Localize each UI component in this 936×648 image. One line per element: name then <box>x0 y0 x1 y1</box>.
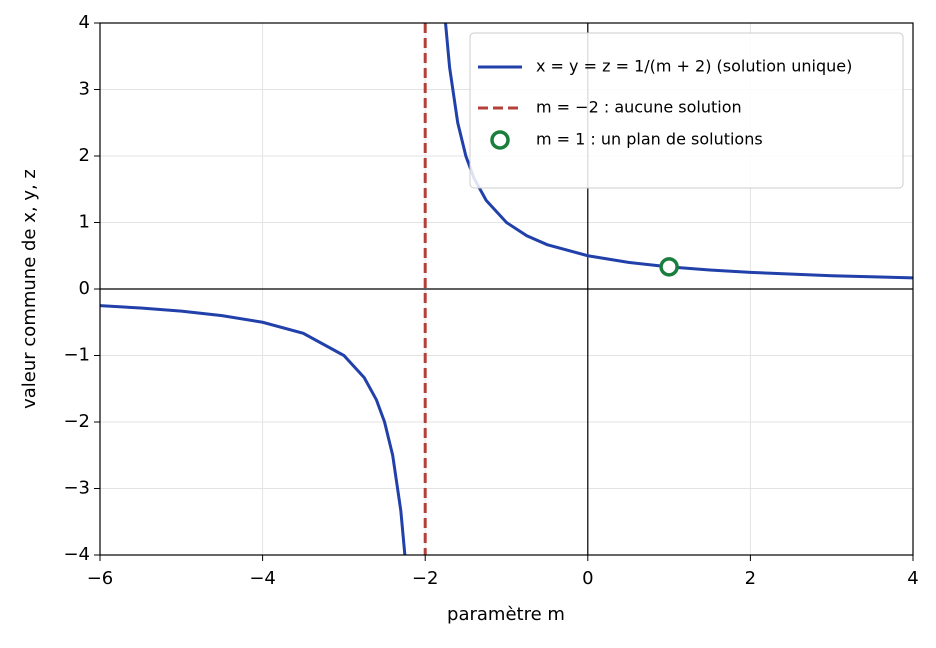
y-axis-label: valeur commune de x, y, z <box>19 169 40 409</box>
y-tick-label: −3 <box>63 478 90 499</box>
y-tick-label: 2 <box>79 145 90 166</box>
plot-frame <box>99 22 914 556</box>
x-tick-label: −4 <box>249 568 276 589</box>
y-tick-label: 1 <box>79 212 90 233</box>
x-tick-label: 2 <box>745 568 756 589</box>
y-tick-label: 4 <box>79 12 90 33</box>
legend-label: x = y = z = 1/(m + 2) (solution unique) <box>536 57 852 76</box>
x-tick-label: 4 <box>907 568 918 589</box>
y-tick-label: −2 <box>63 411 90 432</box>
y-tick-label: 0 <box>79 278 90 299</box>
x-axis-label: paramètre m <box>447 604 565 625</box>
legend-label: m = −2 : aucune solution <box>536 98 742 117</box>
legend-box <box>469 32 904 189</box>
legend-label: m = 1 : un plan de solutions <box>536 130 763 149</box>
curve <box>100 23 913 555</box>
y-tick-label: −4 <box>63 544 90 565</box>
y-tick-label: 3 <box>79 79 90 100</box>
point <box>659 257 679 277</box>
x-tick-label: 0 <box>582 568 593 589</box>
legend-swatch <box>490 130 510 150</box>
x-tick-label: −2 <box>412 568 439 589</box>
x-tick-label: −6 <box>87 568 114 589</box>
y-tick-label: −1 <box>63 345 90 366</box>
